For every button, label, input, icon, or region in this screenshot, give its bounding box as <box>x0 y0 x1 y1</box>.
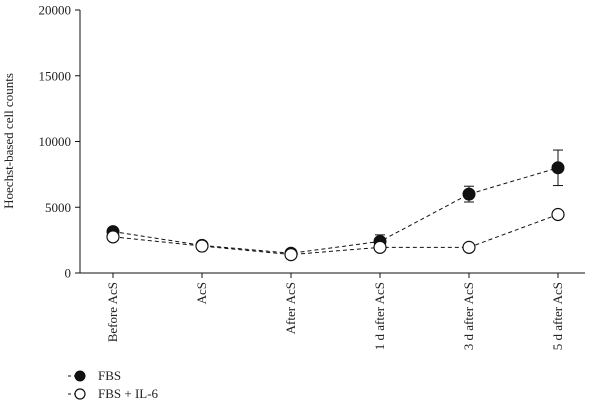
y-tick-label: 10000 <box>39 134 72 149</box>
data-point <box>462 187 476 201</box>
x-tick-label: After AcS <box>283 282 298 334</box>
legend-label-fbs-il6: FBS + IL-6 <box>98 386 159 401</box>
legend-entry-fbs-il6: FBS + IL-6 <box>68 386 159 401</box>
legend-marker-fbs-il6 <box>74 388 86 400</box>
data-point <box>551 161 565 175</box>
series-0 <box>106 149 565 260</box>
x-tick-label: 3 d after AcS <box>461 282 476 350</box>
y-ticks: 0 5000 10000 15000 20000 <box>39 3 80 281</box>
data-point <box>106 230 120 244</box>
y-tick-label: 15000 <box>39 68 72 83</box>
legend: FBS FBS + IL-6 <box>68 368 159 401</box>
y-tick-label: 5000 <box>45 200 71 215</box>
legend-label-fbs: FBS <box>98 368 121 383</box>
series-1 <box>106 207 565 262</box>
series-line <box>112 167 559 254</box>
y-tick-label: 20000 <box>39 3 72 18</box>
data-point <box>373 240 387 254</box>
x-ticks: Before AcS AcS After AcS 1 d after AcS 3 d a… <box>105 273 565 350</box>
x-tick-label: 1 d after AcS <box>372 282 387 350</box>
data-point <box>551 207 565 222</box>
legend-marker-fbs <box>74 370 86 382</box>
legend-entry-fbs: FBS <box>68 368 121 383</box>
series-layer <box>106 149 565 262</box>
data-point <box>462 240 476 254</box>
y-tick-label: 0 <box>65 266 72 281</box>
x-tick-label: Before AcS <box>105 282 120 342</box>
data-point <box>284 247 298 262</box>
series-line <box>112 214 559 256</box>
data-point <box>195 239 209 253</box>
x-tick-label: AcS <box>194 282 209 304</box>
y-axis-label: Hoechst-based cell counts <box>1 73 16 209</box>
x-tick-label: 5 d after AcS <box>550 282 565 350</box>
